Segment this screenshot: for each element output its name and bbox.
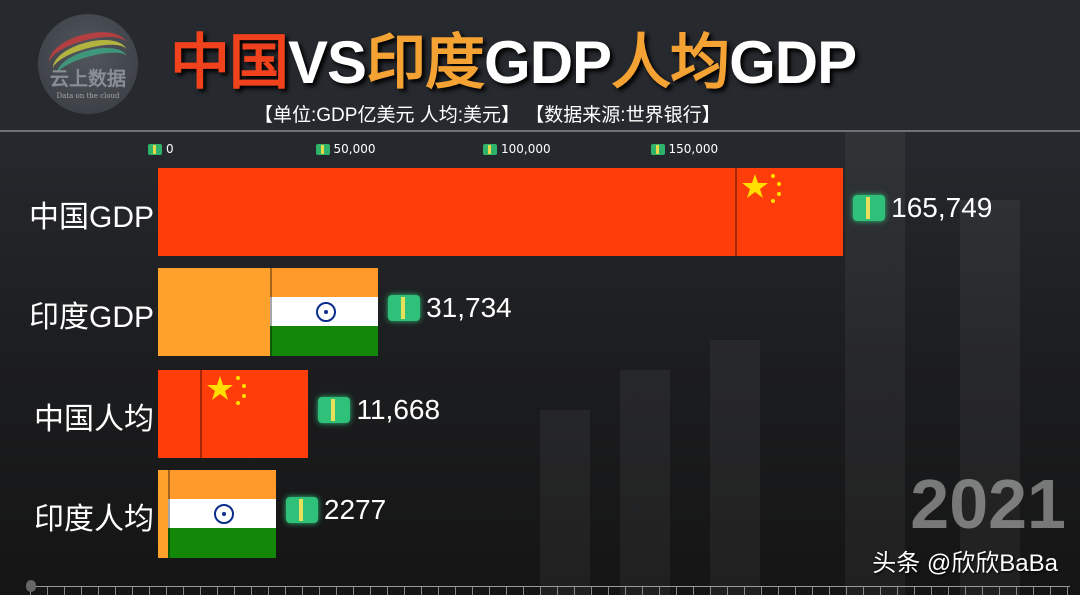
bar-value-label: 165,749 bbox=[853, 192, 992, 224]
value-text: 11,668 bbox=[356, 394, 441, 425]
axis-tick-label: 150,000 bbox=[650, 142, 719, 156]
china-flag-icon bbox=[200, 370, 309, 458]
logo-text: 云上数据 bbox=[49, 68, 126, 90]
title-part: 印度 bbox=[366, 29, 485, 96]
bar-value-label: 31,734 bbox=[388, 292, 512, 324]
title-part: GDP bbox=[484, 29, 612, 96]
logo-subtext: Data on the cloud bbox=[56, 92, 120, 100]
header: 云上数据 Data on the cloud 中国VS印度GDP人均GDP 【单… bbox=[0, 0, 1080, 132]
page-title: 中国VS印度GDP人均GDP bbox=[170, 14, 857, 101]
axis-tick-label: 100,000 bbox=[483, 142, 551, 156]
timeline-handle[interactable] bbox=[26, 580, 36, 592]
value-text: 31,734 bbox=[426, 292, 512, 323]
bar-value-label: 11,668 bbox=[318, 394, 440, 426]
title-part: VS bbox=[288, 29, 367, 96]
india-flag-icon bbox=[270, 268, 379, 356]
money-icon bbox=[318, 397, 351, 423]
money-icon bbox=[483, 143, 497, 155]
money-icon bbox=[315, 143, 330, 155]
bar-category-label: 中国GDP bbox=[28, 201, 154, 234]
title-part: GDP bbox=[729, 29, 857, 96]
subtitle: 【单位:GDP亿美元 人均:美元】 【数据来源:世界银行】 bbox=[254, 105, 721, 126]
money-icon bbox=[650, 143, 665, 155]
tick-text: 100,000 bbox=[501, 142, 551, 156]
tick-text: 50,000 bbox=[333, 142, 376, 156]
background-decoration bbox=[540, 410, 590, 595]
value-text: 165,749 bbox=[891, 192, 993, 223]
india-flag-icon bbox=[167, 470, 276, 558]
timeline-slider[interactable] bbox=[30, 586, 1070, 595]
watermark: 头条 @欣欣BaBa bbox=[872, 550, 1058, 577]
bar bbox=[158, 168, 844, 256]
background-decoration bbox=[710, 340, 760, 595]
bar-category-label: 印度GDP bbox=[28, 301, 154, 334]
bar-value-label: 2277 bbox=[285, 494, 387, 526]
background-decoration bbox=[620, 370, 670, 595]
title-part: 人均 bbox=[611, 29, 730, 96]
tick-text: 0 bbox=[166, 142, 174, 156]
bar-category-label: 中国人均 bbox=[34, 403, 154, 436]
axis-tick-label: 50,000 bbox=[315, 142, 376, 156]
bar-row: 中国人均 11,668 bbox=[0, 370, 1080, 458]
tick-text: 150,000 bbox=[668, 142, 719, 156]
axis-tick-label: 0 bbox=[148, 142, 174, 156]
logo: 云上数据 Data on the cloud bbox=[38, 14, 138, 114]
money-icon bbox=[148, 143, 162, 155]
background-decoration bbox=[960, 200, 1020, 595]
money-icon bbox=[853, 195, 886, 221]
money-icon bbox=[285, 497, 318, 523]
bar-row: 印度GDP 31,734 bbox=[0, 268, 1080, 356]
bar-row: 印度人均 2277 bbox=[0, 470, 1080, 558]
bar-row: 中国GDP 165,749 bbox=[0, 168, 1080, 256]
bar-category-label: 印度人均 bbox=[34, 503, 154, 536]
year-label: 2021 bbox=[910, 465, 1066, 543]
title-part: 中国 bbox=[170, 29, 289, 96]
china-flag-icon bbox=[735, 168, 844, 256]
money-icon bbox=[388, 295, 421, 321]
value-text: 2277 bbox=[323, 494, 387, 525]
